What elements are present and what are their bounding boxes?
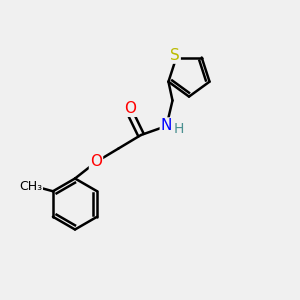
Text: N: N bbox=[161, 118, 172, 134]
Text: O: O bbox=[124, 101, 136, 116]
Text: S: S bbox=[170, 48, 180, 63]
Text: H: H bbox=[174, 122, 184, 136]
Text: CH₃: CH₃ bbox=[19, 180, 42, 193]
Text: O: O bbox=[90, 154, 102, 169]
